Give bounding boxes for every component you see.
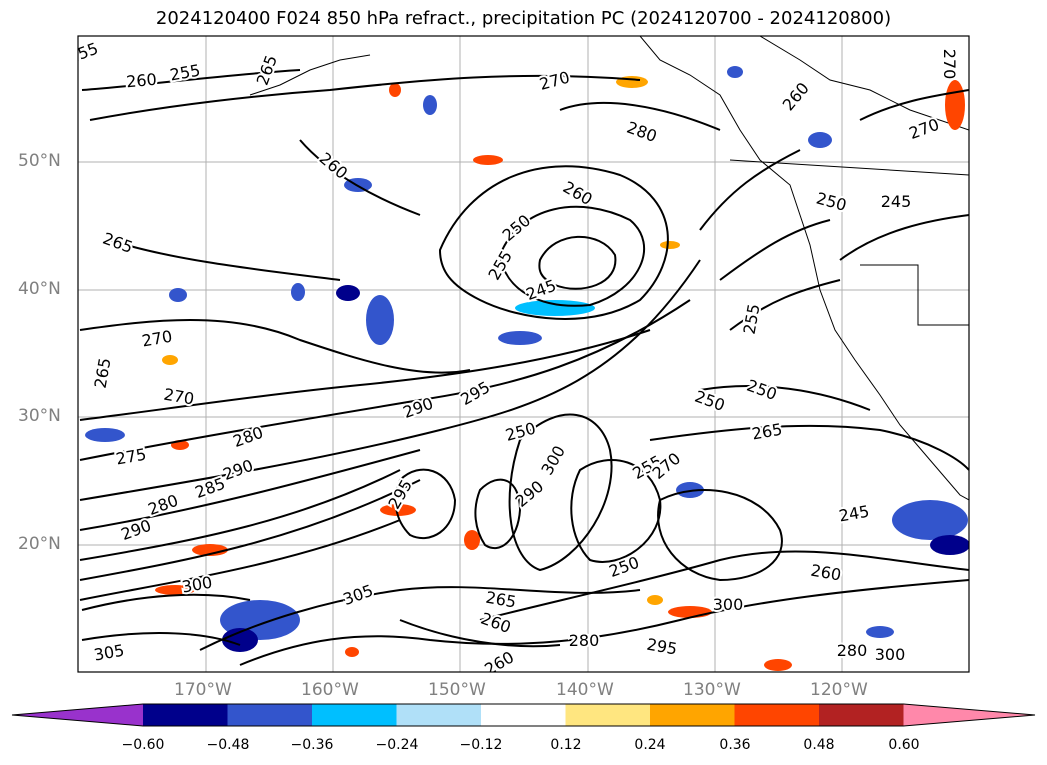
colorbar-swatch bbox=[143, 704, 228, 726]
colorbar-swatch bbox=[819, 704, 904, 726]
gridlines bbox=[78, 36, 969, 672]
colorbar-swatch bbox=[396, 704, 482, 726]
colorbar-swatch bbox=[312, 704, 397, 726]
lon-label-160w: 160°W bbox=[301, 680, 359, 700]
contour-label: 280 bbox=[231, 423, 266, 451]
lat-label-40n: 40°N bbox=[18, 279, 61, 299]
plot-frame bbox=[77, 35, 970, 673]
colorbar-tick: 0.12 bbox=[550, 737, 582, 753]
contour-label: 300 bbox=[875, 645, 906, 664]
contour-label: 280 bbox=[569, 631, 600, 650]
colorbar-tick: 0.36 bbox=[719, 737, 751, 753]
lat-label-20n: 20°N bbox=[18, 534, 61, 554]
colorbar-swatch bbox=[565, 704, 651, 726]
lat-label-50n: 50°N bbox=[18, 151, 61, 171]
colorbar-outline bbox=[11, 703, 1036, 727]
precip-shading bbox=[85, 66, 969, 671]
contour-label: 270 bbox=[940, 49, 959, 80]
colorbar-tick: −0.60 bbox=[121, 737, 165, 753]
colorbar bbox=[11, 703, 1036, 727]
contour-label: 300 bbox=[713, 595, 744, 614]
colorbar-extend-min bbox=[12, 704, 143, 726]
colorbar-tick: −0.24 bbox=[375, 737, 419, 753]
coastlines bbox=[249, 36, 969, 501]
colorbar-swatch bbox=[227, 704, 313, 726]
lon-label-140w: 140°W bbox=[556, 680, 614, 700]
colorbar-tick: 0.48 bbox=[803, 737, 835, 753]
contour-label: 280 bbox=[837, 641, 868, 660]
refractivity-contours bbox=[79, 69, 969, 666]
lon-label-150w: 150°W bbox=[428, 680, 486, 700]
colorbar-tick: −0.36 bbox=[290, 737, 334, 753]
lon-label-130w: 130°W bbox=[683, 680, 741, 700]
colorbar-swatch bbox=[650, 704, 735, 726]
colorbar-swatch bbox=[734, 704, 820, 726]
colorbar-tick: 0.60 bbox=[888, 737, 920, 753]
contour-label: 245 bbox=[881, 192, 912, 211]
colorbar-tick: −0.12 bbox=[459, 737, 503, 753]
lat-label-30n: 30°N bbox=[18, 406, 61, 426]
colorbar-swatch bbox=[481, 704, 566, 726]
lon-label-120w: 120°W bbox=[810, 680, 868, 700]
contour-label: 260 bbox=[125, 70, 157, 92]
colorbar-tick: 0.24 bbox=[634, 737, 666, 753]
colorbar-tick: −0.48 bbox=[206, 737, 250, 753]
map-title: 2024120400 F024 850 hPa refract., precip… bbox=[155, 8, 892, 29]
colorbar-extend-max bbox=[903, 704, 1035, 726]
lon-label-170w: 170°W bbox=[174, 680, 232, 700]
